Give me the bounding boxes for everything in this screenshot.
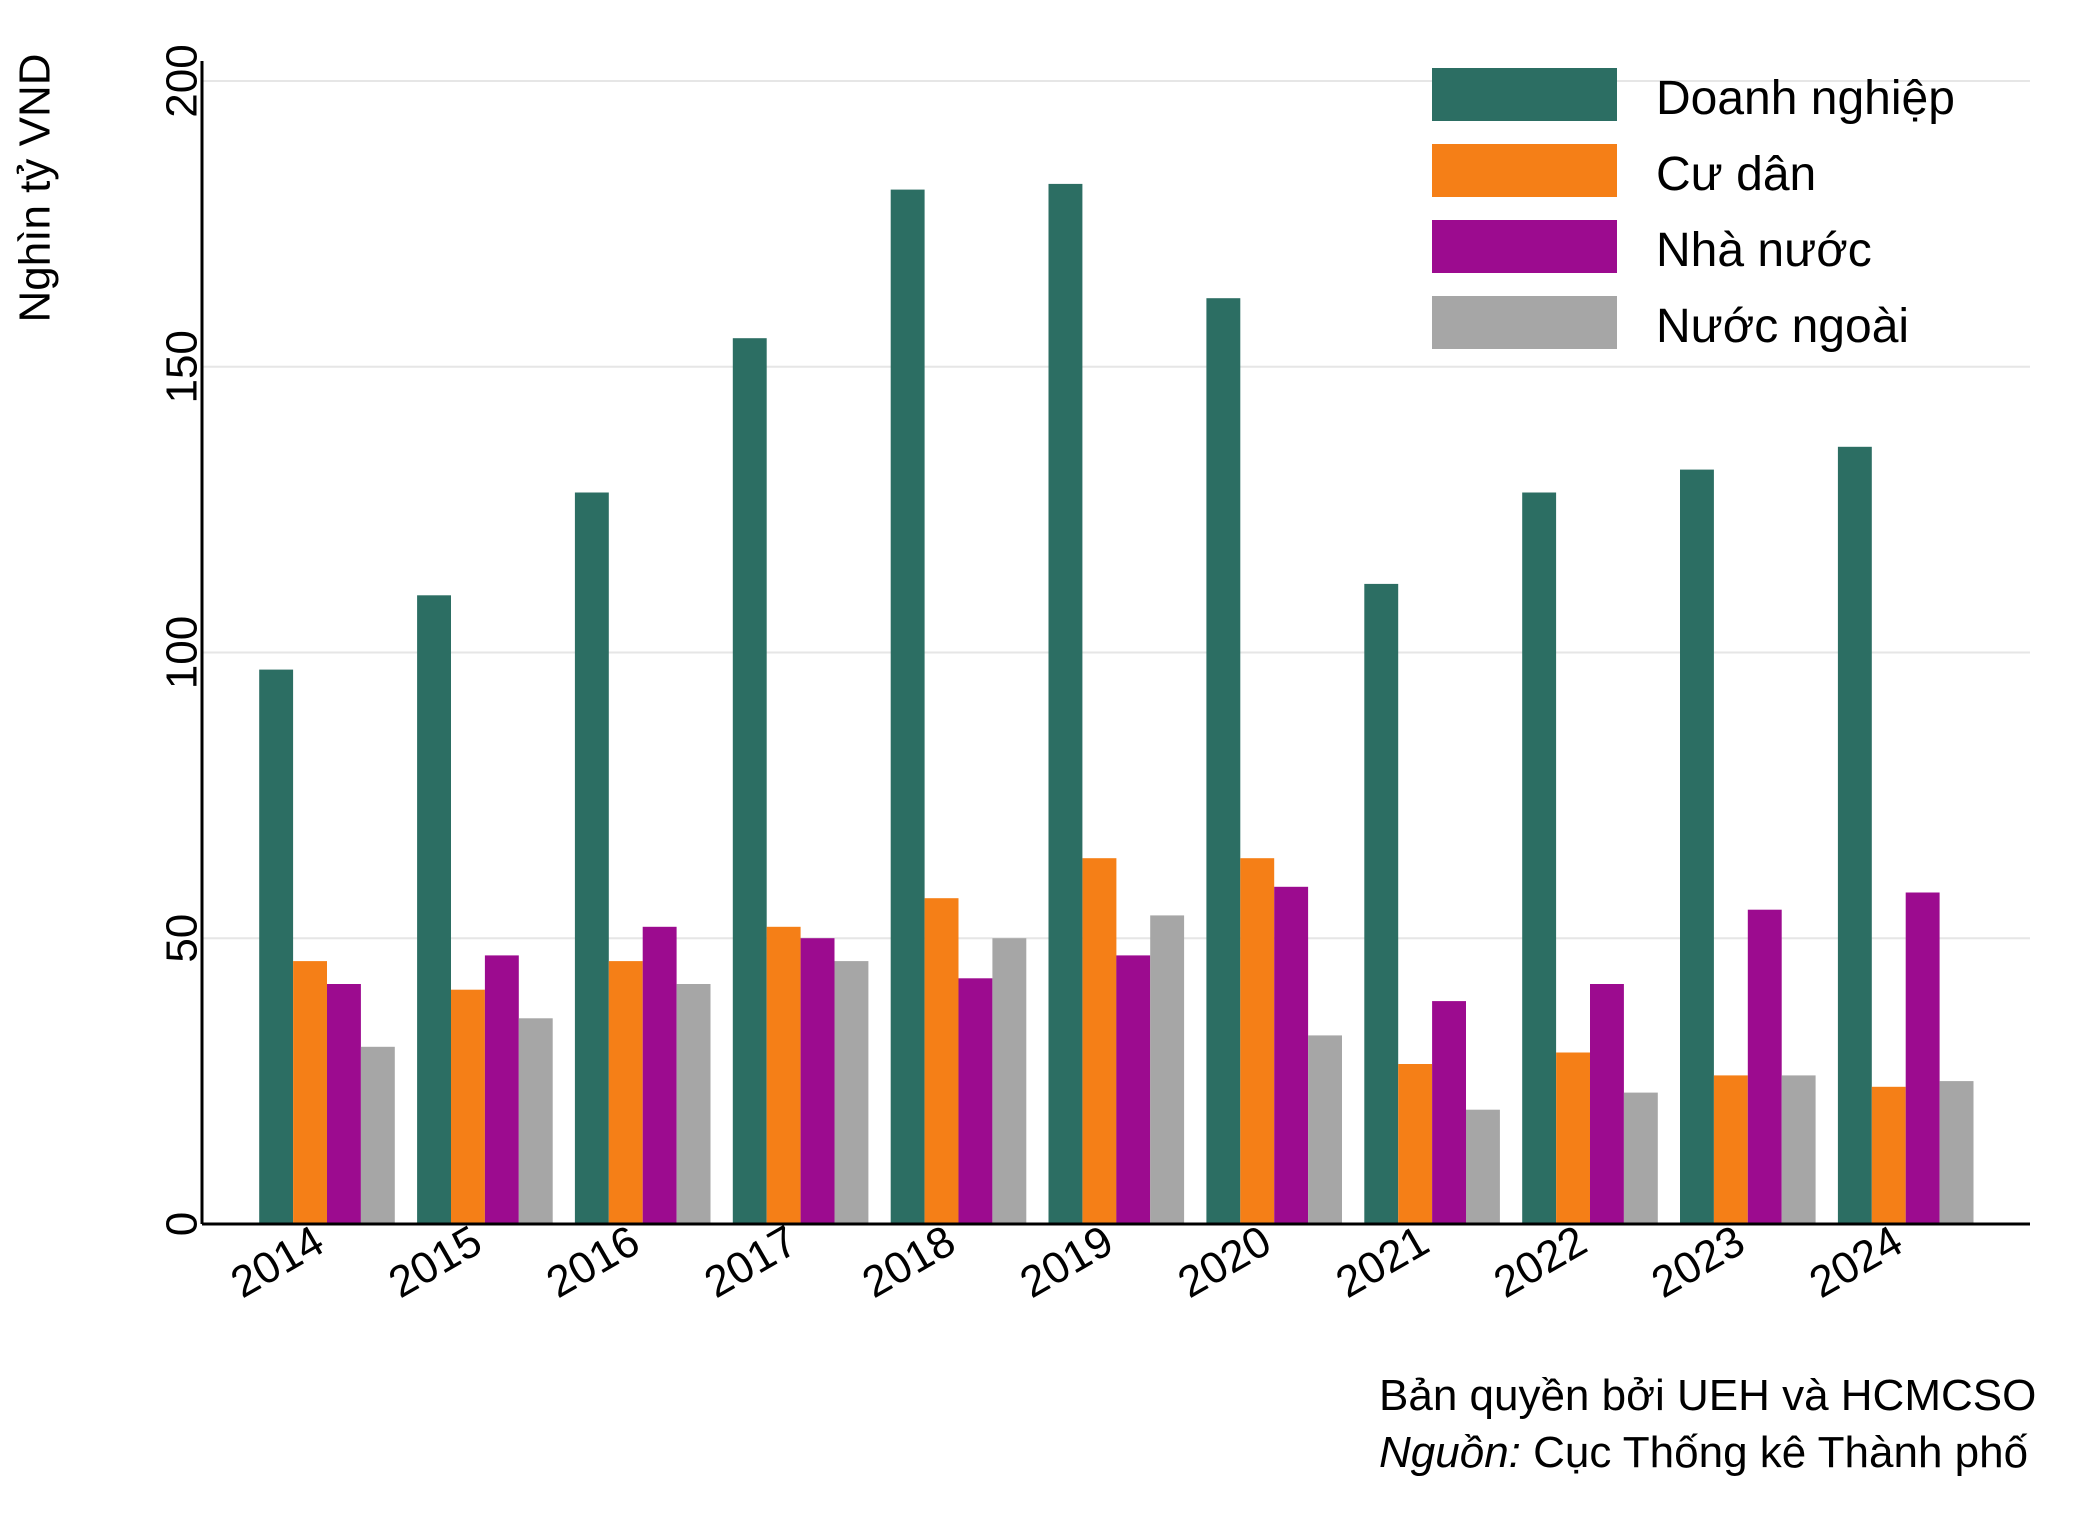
svg-text:2014: 2014 (223, 1216, 332, 1307)
svg-text:2015: 2015 (381, 1216, 490, 1307)
svg-text:200: 200 (158, 44, 207, 117)
svg-text:Nước ngoài: Nước ngoài (1656, 300, 1909, 353)
svg-text:Nghìn tỷ VND: Nghìn tỷ VND (11, 54, 60, 323)
svg-text:0: 0 (158, 1212, 207, 1236)
svg-text:Nguồn: Cục Thống kê Thành phố: Nguồn: Cục Thống kê Thành phố (1379, 1428, 2028, 1477)
svg-text:2024: 2024 (1801, 1216, 1910, 1307)
svg-text:Nhà nước: Nhà nước (1656, 224, 1872, 277)
svg-text:Bản quyền bởi UEH và HCMCSO: Bản quyền bởi UEH và HCMCSO (1379, 1371, 2036, 1420)
svg-text:2018: 2018 (854, 1216, 963, 1307)
svg-text:50: 50 (158, 914, 207, 963)
svg-text:2023: 2023 (1644, 1216, 1753, 1307)
svg-text:2021: 2021 (1328, 1216, 1437, 1307)
svg-text:2016: 2016 (538, 1216, 647, 1307)
svg-text:2020: 2020 (1170, 1216, 1279, 1307)
svg-text:2017: 2017 (696, 1216, 805, 1307)
svg-text:Doanh nghiệp: Doanh nghiệp (1656, 72, 1955, 125)
svg-text:2022: 2022 (1486, 1216, 1595, 1307)
svg-text:100: 100 (158, 616, 207, 689)
svg-text:2019: 2019 (1012, 1216, 1121, 1307)
svg-text:150: 150 (158, 330, 207, 403)
svg-text:Cư dân: Cư dân (1656, 148, 1816, 201)
